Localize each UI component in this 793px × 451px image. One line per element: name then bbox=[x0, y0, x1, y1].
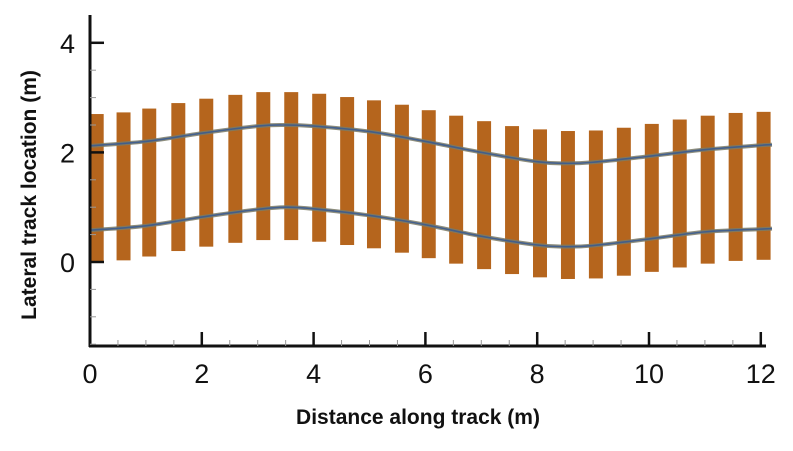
tie bbox=[171, 103, 186, 252]
x-tick-label: 12 bbox=[746, 359, 776, 389]
tie bbox=[756, 111, 771, 260]
tie bbox=[505, 126, 520, 275]
x-axis-title: Distance along track (m) bbox=[296, 406, 540, 429]
tie bbox=[116, 112, 131, 261]
tie bbox=[256, 92, 271, 241]
rail-line-core bbox=[89, 206, 773, 248]
y-tick-label: 0 bbox=[60, 248, 75, 278]
tie bbox=[644, 123, 659, 272]
tie bbox=[672, 119, 687, 268]
x-tick-label: 2 bbox=[194, 359, 209, 389]
tie bbox=[199, 98, 214, 247]
tie bbox=[312, 93, 327, 242]
tie bbox=[728, 112, 743, 261]
tie bbox=[700, 115, 715, 264]
x-tick-label: 8 bbox=[530, 359, 545, 389]
tie bbox=[449, 115, 464, 264]
tie bbox=[588, 130, 603, 279]
x-tick-label: 4 bbox=[306, 359, 321, 389]
x-tick-label: 10 bbox=[634, 359, 664, 389]
tie bbox=[394, 104, 409, 253]
tie bbox=[477, 121, 492, 270]
railroad-ties bbox=[89, 92, 771, 279]
tie bbox=[89, 114, 104, 262]
tie bbox=[616, 127, 631, 276]
tie bbox=[366, 100, 381, 249]
tie bbox=[533, 129, 547, 278]
tie bbox=[421, 110, 436, 259]
tie bbox=[228, 94, 243, 243]
rail-line-core bbox=[89, 124, 773, 165]
y-tick-label: 4 bbox=[60, 29, 75, 59]
axes bbox=[88, 15, 766, 348]
y-tick-label: 2 bbox=[60, 138, 75, 168]
x-tick-label: 0 bbox=[82, 359, 97, 389]
tie bbox=[340, 97, 355, 246]
x-tick-label: 6 bbox=[418, 359, 433, 389]
tick-labels: 0 2 4 6 8 10 12 0 2 4 bbox=[60, 29, 776, 389]
tie bbox=[142, 108, 157, 257]
tie bbox=[284, 92, 299, 241]
rails bbox=[89, 122, 773, 249]
tie bbox=[560, 131, 575, 279]
y-axis-title: Lateral track location (m) bbox=[18, 70, 41, 320]
